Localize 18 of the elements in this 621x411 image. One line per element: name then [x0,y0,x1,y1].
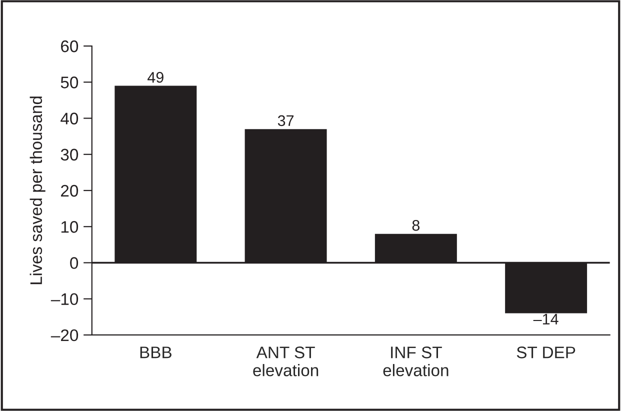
data-label: 49 [148,72,164,83]
x-tick-label: ANT ST elevation [253,346,318,376]
y-tick-label: 40 [60,112,78,124]
y-tick-label: 60 [61,40,78,52]
x-tick-label: BBB [140,346,172,358]
data-label: 8 [412,220,420,231]
y-tick-label: –20 [50,329,78,342]
y-tick-label: –10 [50,293,78,306]
y-tick-label: 10 [61,221,78,233]
y-tick-label: 0 [70,257,78,269]
y-tick-label: 20 [61,184,78,197]
data-label: –14 [533,314,558,324]
y-tick-label: 50 [60,76,78,88]
x-tick-label: INF ST elevation [383,346,448,376]
y-axis-title: Lives saved per thousand [30,96,46,284]
data-label: 37 [278,115,294,126]
x-tick-label: ST DEP [516,346,576,358]
y-tick-label: 30 [60,148,78,161]
